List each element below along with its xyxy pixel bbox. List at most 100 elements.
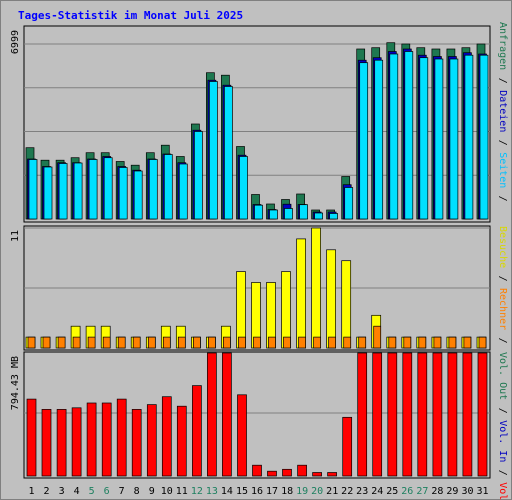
panel-visits-ymax-label: 11 bbox=[10, 230, 21, 242]
bar-rechner-day-18 bbox=[283, 336, 291, 349]
x-tick-label-day-7: 7 bbox=[119, 486, 125, 497]
legend-entry-1: / bbox=[497, 78, 508, 84]
bar-seiten-day-28 bbox=[434, 58, 444, 220]
bar-rechner-day-5 bbox=[87, 336, 96, 349]
x-tick-label-day-23: 23 bbox=[356, 486, 368, 497]
x-tick-label-day-25: 25 bbox=[386, 486, 398, 497]
x-tick-label-day-19: 19 bbox=[296, 486, 308, 497]
bar-seiten-day-23 bbox=[359, 62, 369, 220]
bar-volumen-day-30 bbox=[462, 352, 473, 477]
x-tick-label-day-5: 5 bbox=[89, 486, 95, 497]
bar-rechner-day-20 bbox=[313, 336, 321, 349]
bar-volumen-day-10 bbox=[161, 396, 172, 477]
legend-entry-14: Volumen bbox=[497, 482, 508, 500]
bar-seiten-day-26 bbox=[404, 51, 414, 220]
bar-volumen-day-23 bbox=[357, 352, 368, 477]
bar-rechner-day-17 bbox=[268, 336, 276, 349]
bar-volumen-day-9 bbox=[146, 404, 157, 477]
bar-seiten-day-16 bbox=[254, 204, 263, 220]
chart-panels: 6999 11 794.43 MB bbox=[10, 25, 491, 479]
bar-rechner-day-24 bbox=[373, 325, 382, 349]
legend-entry-10: Vol. Out bbox=[497, 352, 508, 400]
bar-rechner-day-8 bbox=[132, 336, 141, 349]
panel-requests-ymax-label: 6999 bbox=[10, 30, 21, 54]
bar-seiten-day-6 bbox=[103, 157, 113, 220]
x-tick-label-day-28: 28 bbox=[431, 486, 443, 497]
bar-volumen-day-19 bbox=[297, 464, 307, 477]
bar-rechner-day-2 bbox=[42, 336, 51, 349]
bar-rechner-day-26 bbox=[403, 336, 412, 349]
bar-rechner-day-9 bbox=[147, 336, 156, 349]
x-tick-label-day-9: 9 bbox=[149, 486, 155, 497]
bar-seiten-day-15 bbox=[239, 156, 248, 220]
bar-seiten-day-2 bbox=[43, 166, 53, 220]
legend-entry-7: / bbox=[497, 276, 508, 282]
bar-seiten-day-22 bbox=[344, 187, 354, 220]
x-tick-label-day-10: 10 bbox=[161, 486, 173, 497]
bar-rechner-day-15 bbox=[238, 336, 246, 349]
bar-rechner-day-13 bbox=[208, 336, 216, 349]
bar-volumen-day-27 bbox=[417, 352, 428, 477]
bar-besuche-day-21 bbox=[326, 249, 336, 349]
bar-volumen-day-17 bbox=[267, 470, 277, 477]
bar-seiten-day-21 bbox=[329, 213, 338, 220]
x-tick-label-day-21: 21 bbox=[326, 486, 338, 497]
bar-rechner-day-16 bbox=[253, 336, 261, 349]
x-tick-label-day-30: 30 bbox=[461, 486, 473, 497]
bar-volumen-day-18 bbox=[282, 468, 292, 477]
bar-rechner-day-14 bbox=[223, 336, 231, 349]
bar-seiten-day-27 bbox=[419, 57, 429, 220]
bar-seiten-day-4 bbox=[73, 162, 83, 220]
bar-volumen-day-20 bbox=[312, 472, 322, 477]
bar-seiten-day-17 bbox=[269, 209, 278, 220]
x-tick-label-day-13: 13 bbox=[206, 486, 218, 497]
bar-rechner-day-4 bbox=[72, 336, 81, 349]
bar-volumen-day-2 bbox=[41, 409, 52, 477]
x-tick-label-day-15: 15 bbox=[236, 486, 248, 497]
bar-seiten-day-8 bbox=[133, 170, 143, 220]
legend-entry-6: Besuche bbox=[497, 226, 508, 268]
bar-volumen-day-4 bbox=[71, 407, 82, 477]
bar-seiten-day-9 bbox=[148, 159, 158, 220]
panel-visits: 11 bbox=[10, 225, 491, 351]
legend-entry-13: / bbox=[497, 470, 508, 476]
x-tick-label-day-31: 31 bbox=[476, 486, 488, 497]
x-tick-label-day-6: 6 bbox=[104, 486, 110, 497]
x-axis-labels: 1 2 3 4 5 6 7 8 9 10 11 12 13 14 15 16 17 18 19 20 21 22 23 24 2… bbox=[28, 486, 488, 497]
bar-seiten-day-5 bbox=[88, 159, 98, 220]
bar-volumen-day-7 bbox=[116, 398, 127, 477]
bar-volumen-day-16 bbox=[252, 464, 262, 477]
x-tick-label-day-4: 4 bbox=[74, 486, 80, 497]
bar-besuche-day-22 bbox=[341, 260, 352, 349]
chart-legend: Anfragen / Dateien / Seiten / Besuche / Rechner /… bbox=[497, 22, 508, 500]
bar-volumen-day-8 bbox=[131, 409, 142, 477]
bar-rechner-day-3 bbox=[57, 336, 66, 349]
x-tick-label-day-29: 29 bbox=[446, 486, 458, 497]
bar-besuche-day-20 bbox=[311, 227, 321, 349]
bar-rechner-day-11 bbox=[177, 336, 186, 349]
panel-volume: 794.43 MB bbox=[10, 351, 491, 479]
bar-rechner-day-29 bbox=[448, 336, 457, 349]
legend-entry-2: Dateien bbox=[497, 90, 508, 132]
chart-title: Tages-Statistik im Monat Juli 2025 bbox=[18, 9, 243, 22]
bar-rechner-day-23 bbox=[358, 336, 367, 349]
bar-rechner-day-22 bbox=[343, 336, 352, 349]
bar-rechner-day-6 bbox=[102, 336, 111, 349]
bar-seiten-day-25 bbox=[389, 53, 399, 220]
bar-seiten-day-19 bbox=[299, 204, 308, 220]
x-tick-label-day-2: 2 bbox=[43, 486, 49, 497]
bar-besuche-day-19 bbox=[296, 238, 306, 349]
bar-seiten-day-29 bbox=[449, 58, 459, 220]
bar-besuche-day-15 bbox=[236, 271, 246, 349]
legend-entry-3: / bbox=[497, 140, 508, 146]
bar-seiten-day-14 bbox=[224, 86, 233, 220]
bar-seiten-day-7 bbox=[118, 167, 128, 220]
x-tick-label-day-14: 14 bbox=[221, 486, 233, 497]
bar-volumen-day-15 bbox=[237, 394, 247, 477]
x-tick-label-day-11: 11 bbox=[176, 486, 188, 497]
bar-volumen-day-25 bbox=[387, 352, 398, 477]
x-tick-label-day-26: 26 bbox=[401, 486, 413, 497]
bar-seiten-day-3 bbox=[58, 163, 68, 220]
